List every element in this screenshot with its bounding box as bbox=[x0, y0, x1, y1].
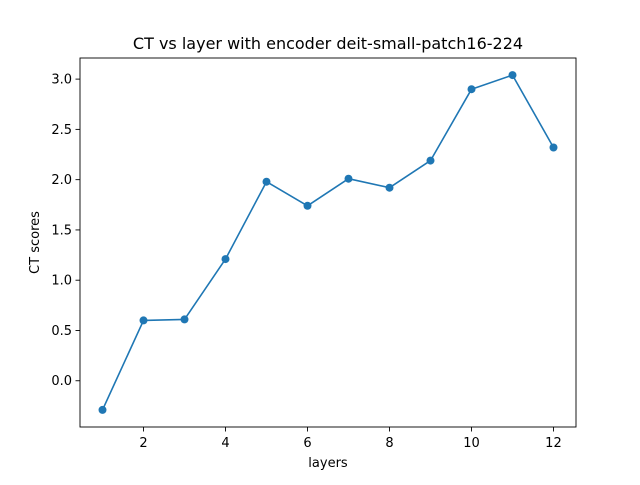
x-tick-label: 6 bbox=[303, 436, 311, 451]
data-point-layer-3 bbox=[180, 315, 189, 324]
y-tick-label: 2.0 bbox=[51, 173, 72, 188]
axis-ticks: 2 4 6 8 10 12 0.0 0.5 1.0 1.5 2.0 2.5 3.0 bbox=[51, 73, 561, 451]
data-point-layer-1 bbox=[98, 405, 107, 414]
data-point-layer-2 bbox=[139, 316, 148, 325]
y-axis-label: CT scores bbox=[28, 211, 43, 274]
data-point-layer-6 bbox=[303, 201, 312, 210]
y-tick-label: 1.0 bbox=[51, 274, 72, 289]
plot-frame bbox=[79, 57, 577, 428]
data-point-layer-11 bbox=[508, 71, 517, 80]
y-tick-label: 0.5 bbox=[51, 324, 72, 339]
x-tick-label: 8 bbox=[385, 436, 393, 451]
data-point-layer-7 bbox=[344, 174, 353, 183]
data-point-layer-9 bbox=[426, 156, 435, 165]
chart-title: CT vs layer with encoder deit-small-patc… bbox=[133, 34, 523, 53]
x-tick-label: 2 bbox=[139, 436, 147, 451]
data-point-layer-10 bbox=[467, 85, 476, 94]
data-point-layer-5 bbox=[262, 177, 271, 186]
data-point-layer-8 bbox=[385, 183, 394, 192]
y-tick-label: 2.5 bbox=[51, 123, 72, 138]
series-markers bbox=[98, 71, 558, 414]
y-tick-label: 1.5 bbox=[51, 223, 72, 238]
x-tick-label: 10 bbox=[463, 436, 480, 451]
x-tick-label: 12 bbox=[545, 436, 562, 451]
series-line bbox=[101, 74, 555, 411]
x-tick-label: 4 bbox=[221, 436, 229, 451]
x-axis-label: layers bbox=[308, 456, 348, 471]
data-point-layer-12 bbox=[549, 143, 558, 152]
data-point-layer-4 bbox=[221, 255, 230, 264]
y-tick-label: 3.0 bbox=[51, 73, 72, 88]
y-tick-label: 0.0 bbox=[51, 374, 72, 389]
